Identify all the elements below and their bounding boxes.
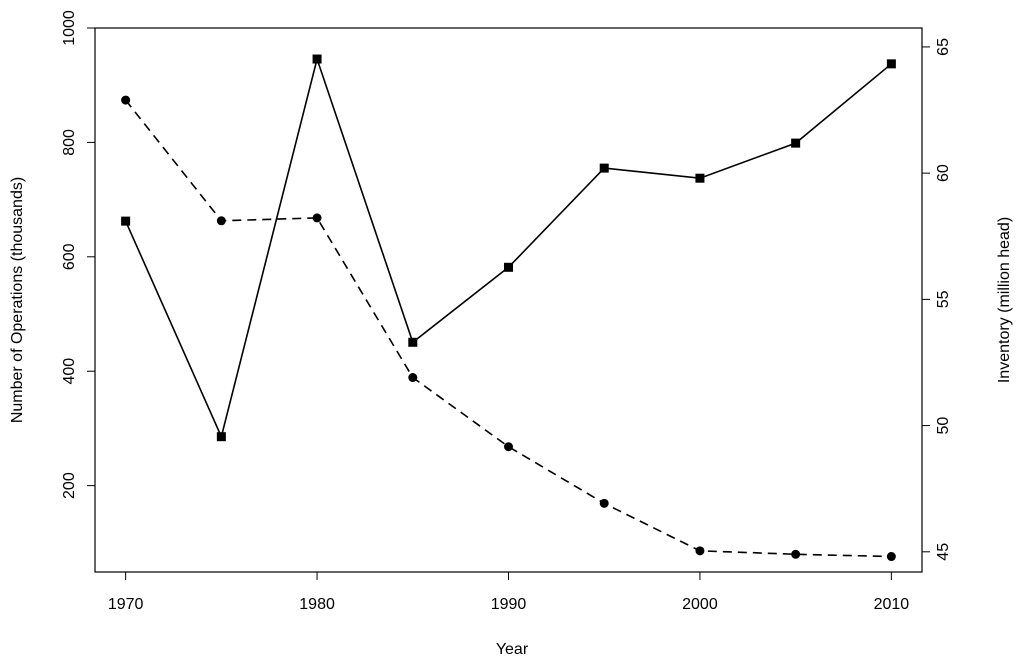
x-tick-label: 1990 xyxy=(491,596,527,613)
point xyxy=(791,549,801,559)
point xyxy=(695,546,705,556)
point xyxy=(599,163,609,173)
x-tick-label: 2000 xyxy=(682,596,718,613)
point xyxy=(886,552,896,562)
point xyxy=(408,337,418,347)
y2-tick-label: 50 xyxy=(935,417,952,435)
x-tick-label: 1970 xyxy=(108,596,144,613)
y-tick-label: 1000 xyxy=(61,10,78,46)
point xyxy=(312,213,322,223)
point xyxy=(216,216,226,226)
y2-tick-label: 65 xyxy=(935,38,952,56)
point xyxy=(504,262,513,272)
point xyxy=(121,216,131,226)
y2-tick-label: 45 xyxy=(935,543,952,561)
y-tick-label: 600 xyxy=(61,243,78,270)
point xyxy=(216,432,226,442)
series-line xyxy=(124,56,892,440)
point xyxy=(504,442,513,452)
x-tick-label: 1980 xyxy=(299,596,335,613)
y-axis-label: Number of Operations (thousands) xyxy=(9,177,26,423)
series-line xyxy=(125,99,892,558)
plot-box xyxy=(94,27,923,573)
point xyxy=(121,95,131,105)
y-tick-label: 800 xyxy=(61,129,78,156)
y2-tick-label: 60 xyxy=(935,164,952,182)
point xyxy=(695,173,705,183)
x-tick-label: 2010 xyxy=(874,596,910,613)
y-tick-label: 200 xyxy=(61,472,78,499)
y-tick-label: 400 xyxy=(61,358,78,385)
y2-axis-label: Inventory (million head) xyxy=(996,217,1013,383)
y2-tick-label: 55 xyxy=(935,290,952,308)
point xyxy=(599,498,609,508)
point xyxy=(791,138,801,148)
point xyxy=(312,54,322,64)
point xyxy=(408,373,418,383)
point xyxy=(886,59,896,69)
x-axis-label: Year xyxy=(496,641,529,658)
